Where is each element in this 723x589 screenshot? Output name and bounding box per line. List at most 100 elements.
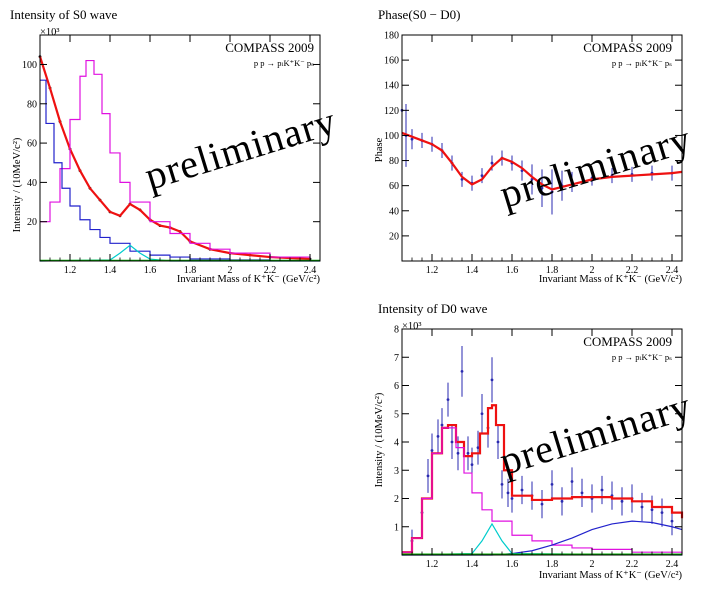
d0-series-data-point xyxy=(510,497,514,500)
phase-ytick-label: 60 xyxy=(389,181,399,192)
phase-ylabel: Phase xyxy=(374,137,385,162)
d0-xtick-label: 1.4 xyxy=(466,559,479,570)
s0-reaction-label: p p → pₗK⁺K⁻ pₛ xyxy=(254,58,314,68)
s0-experiment-label: COMPASS 2009 xyxy=(225,40,314,55)
d0-series-data-point xyxy=(500,482,504,486)
d0-series-data-point xyxy=(650,508,654,512)
phase-ytick-label: 100 xyxy=(384,131,399,142)
panel-s0-intensity: Intensity of S0 wave Intensity / (10MeV/… xyxy=(10,7,342,285)
d0-xtick-label: 2.4 xyxy=(666,559,679,570)
d0-y-multiplier: ×10³ xyxy=(402,321,422,332)
phase-ytick-label: 120 xyxy=(384,106,399,117)
s0-xlabel: Invariant Mass of K⁺K⁻ (GeV/c²) xyxy=(177,274,321,285)
d0-ytick-label: 4 xyxy=(394,438,399,449)
s0-axes: 1.2 1.4 1.6 1.8 2 2.2 2.4 20 40 60 80 100 xyxy=(22,35,321,276)
phase-series-data-point xyxy=(570,180,574,184)
phase-axes: 1.2 1.4 1.6 1.8 2 2.2 2.4 20 40 60 80 100 120 140 160 1… xyxy=(384,31,683,276)
s0-xtick-label: 2 xyxy=(228,265,233,276)
s0-watermark: preliminary xyxy=(139,98,341,199)
d0-series-data-point xyxy=(476,446,480,450)
phase-reaction-label: p p → pₗK⁺K⁻ pₛ xyxy=(612,58,672,68)
d0-xtick-label: 1.2 xyxy=(426,559,439,570)
d0-series-data-point xyxy=(570,480,574,483)
d0-xtick-label: 1.8 xyxy=(546,559,559,570)
d0-series-data-point xyxy=(506,491,510,495)
phase-ytick-label: 40 xyxy=(389,206,399,217)
d0-reaction-label: p p → pₗK⁺K⁻ pₛ xyxy=(612,352,672,362)
d0-series-data-point xyxy=(496,440,500,444)
d0-xtick-label: 1.6 xyxy=(506,559,519,570)
d0-series-data-point xyxy=(450,440,454,444)
phase-series-fit xyxy=(401,131,683,191)
d0-series-data-point xyxy=(430,449,434,452)
d0-series-data-point xyxy=(540,502,544,506)
d0-axes: 1.2 1.4 1.6 1.8 2 2.2 2.4 1 2 3 4 5 6 7 8 xyxy=(394,325,683,570)
phase-xtick-label: 1.2 xyxy=(426,265,439,276)
d0-series-data-point xyxy=(580,491,584,495)
d0-series-data-point xyxy=(446,398,450,402)
s0-xtick-label: 1.4 xyxy=(104,265,117,276)
d0-ytick-label: 2 xyxy=(394,494,399,505)
panel-d0-intensity: Intensity of D0 wave Intensity / (10MeV/… xyxy=(374,301,697,581)
d0-series-data-point xyxy=(560,499,564,503)
d0-series-data-point xyxy=(466,451,470,455)
d0-series-cyan-component xyxy=(401,522,683,556)
d0-experiment-label: COMPASS 2009 xyxy=(583,334,672,349)
s0-series-magenta-component xyxy=(40,59,311,260)
panel-phase: Phase(S0 − D0) Phase preliminary 1.2 1.4 1… xyxy=(374,7,697,285)
d0-title: Intensity of D0 wave xyxy=(378,301,488,316)
phase-watermark: preliminary xyxy=(494,116,696,217)
phase-title: Phase(S0 − D0) xyxy=(378,7,460,22)
phase-series-data-point xyxy=(480,174,484,178)
d0-ytick-label: 7 xyxy=(394,353,399,364)
d0-series-data-point xyxy=(640,505,644,509)
phase-xtick-label: 2 xyxy=(590,265,595,276)
d0-series-data-point xyxy=(670,519,674,523)
d0-series-magenta-component xyxy=(402,427,683,554)
phase-xlabel: Invariant Mass of K⁺K⁻ (GeV/c²) xyxy=(539,274,683,285)
d0-series-data-point xyxy=(426,474,430,478)
s0-ytick-label: 80 xyxy=(27,99,37,110)
phase-xtick-label: 1.6 xyxy=(506,265,519,276)
d0-series-data-point xyxy=(520,488,524,492)
phase-plot-area xyxy=(400,35,683,215)
d0-xtick-label: 2 xyxy=(590,559,595,570)
d0-series-data-point xyxy=(490,378,494,382)
d0-ytick-label: 1 xyxy=(394,522,399,533)
d0-ytick-label: 8 xyxy=(394,325,399,336)
s0-ytick-label: 100 xyxy=(22,60,37,71)
s0-series-total-fit xyxy=(38,56,311,261)
d0-ytick-label: 6 xyxy=(394,381,399,392)
s0-y-multiplier: ×10³ xyxy=(40,27,60,38)
d0-series-data-point xyxy=(440,423,444,427)
s0-title: Intensity of S0 wave xyxy=(10,7,117,22)
d0-xlabel: Invariant Mass of K⁺K⁻ (GeV/c²) xyxy=(539,570,683,581)
s0-ytick-label: 20 xyxy=(27,217,37,228)
phase-experiment-label: COMPASS 2009 xyxy=(583,40,672,55)
phase-xtick-label: 2.4 xyxy=(666,265,679,276)
s0-ytick-label: 40 xyxy=(27,178,37,189)
phase-ytick-label: 140 xyxy=(384,81,399,92)
phase-ytick-label: 160 xyxy=(384,56,399,67)
phase-xtick-label: 1.8 xyxy=(546,265,559,276)
s0-xtick-label: 1.6 xyxy=(144,265,157,276)
s0-xtick-label: 1.2 xyxy=(64,265,77,276)
d0-ytick-label: 3 xyxy=(394,466,399,477)
s0-ytick-label: 60 xyxy=(27,139,37,150)
d0-ytick-label: 5 xyxy=(394,409,399,420)
phase-series-data-point xyxy=(540,186,544,190)
s0-xtick-label: 1.8 xyxy=(184,265,197,276)
d0-series-data-point xyxy=(456,451,460,455)
d0-xtick-label: 2.2 xyxy=(626,559,639,570)
s0-xtick-label: 2.2 xyxy=(264,265,277,276)
s0-ylabel: Intensity / (10MeV/c²) xyxy=(12,137,23,232)
d0-ylabel: Intensity / (10MeV/c²) xyxy=(374,392,385,487)
phase-xtick-label: 2.2 xyxy=(626,265,639,276)
s0-xtick-label: 2.4 xyxy=(304,265,317,276)
d0-series-data-point xyxy=(620,499,624,503)
phase-ytick-label: 180 xyxy=(384,31,399,42)
phase-xtick-label: 1.4 xyxy=(466,265,479,276)
phase-series-data-point xyxy=(410,137,414,141)
phase-series-data-point xyxy=(550,190,554,194)
